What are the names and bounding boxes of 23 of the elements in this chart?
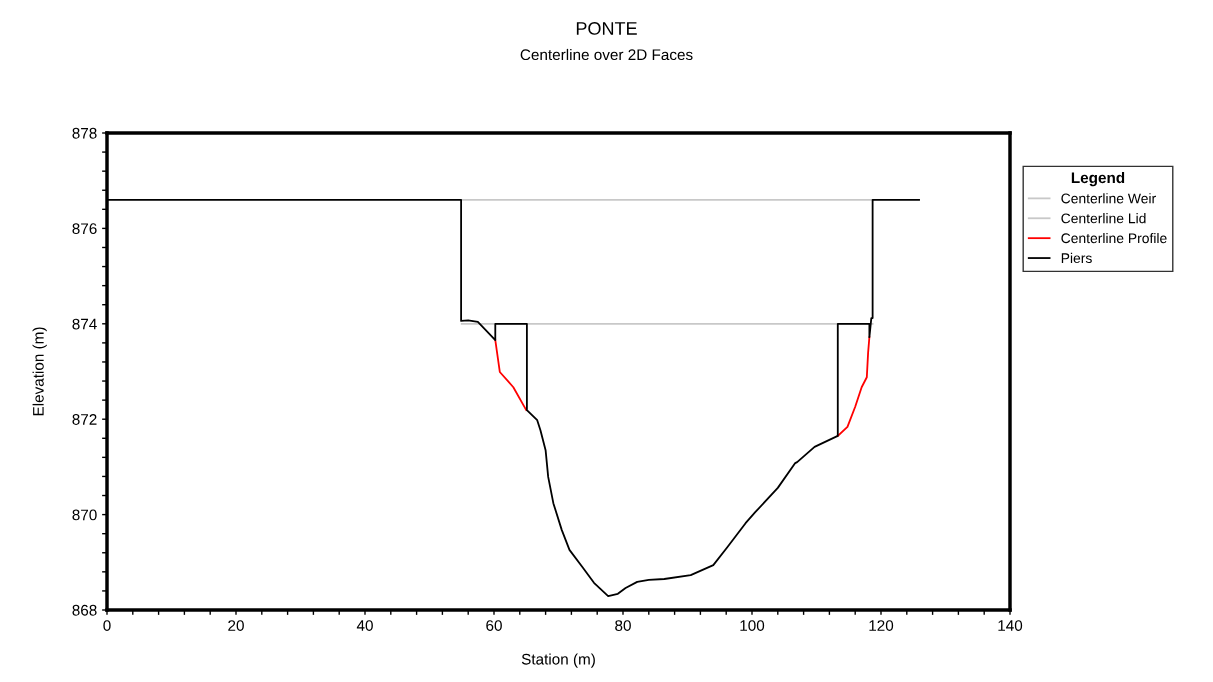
y-tick-label: 868 xyxy=(72,604,97,616)
chart-title: PONTE xyxy=(576,22,637,35)
x-tick-label: 140 xyxy=(998,620,1023,631)
legend-title: Legend xyxy=(1071,171,1125,187)
y-tick-label: 870 xyxy=(72,509,97,521)
y-tick-label: 876 xyxy=(72,223,97,235)
x-tick-label: 60 xyxy=(486,620,502,631)
x-tick-label: 0 xyxy=(103,620,111,631)
x-tick-label: 40 xyxy=(356,620,373,631)
legend-label: Centerline Weir xyxy=(1061,193,1156,204)
x-tick-label: 120 xyxy=(869,620,894,631)
x-axis-title: Station (m) xyxy=(521,653,595,668)
y-tick-label: 872 xyxy=(72,414,97,425)
y-tick-label: 878 xyxy=(72,127,97,139)
chart-subtitle: Centerline over 2D Faces xyxy=(520,48,693,61)
legend-label: Centerline Lid xyxy=(1061,213,1146,224)
y-axis-title: Elevation (m) xyxy=(32,327,47,416)
legend-label: Piers xyxy=(1061,252,1092,264)
legend-label: Centerline Profile xyxy=(1061,232,1167,244)
x-tick-label: 100 xyxy=(740,620,765,631)
x-tick-label: 20 xyxy=(228,620,244,631)
x-tick-label: 80 xyxy=(615,620,631,631)
y-tick-label: 874 xyxy=(72,318,97,330)
